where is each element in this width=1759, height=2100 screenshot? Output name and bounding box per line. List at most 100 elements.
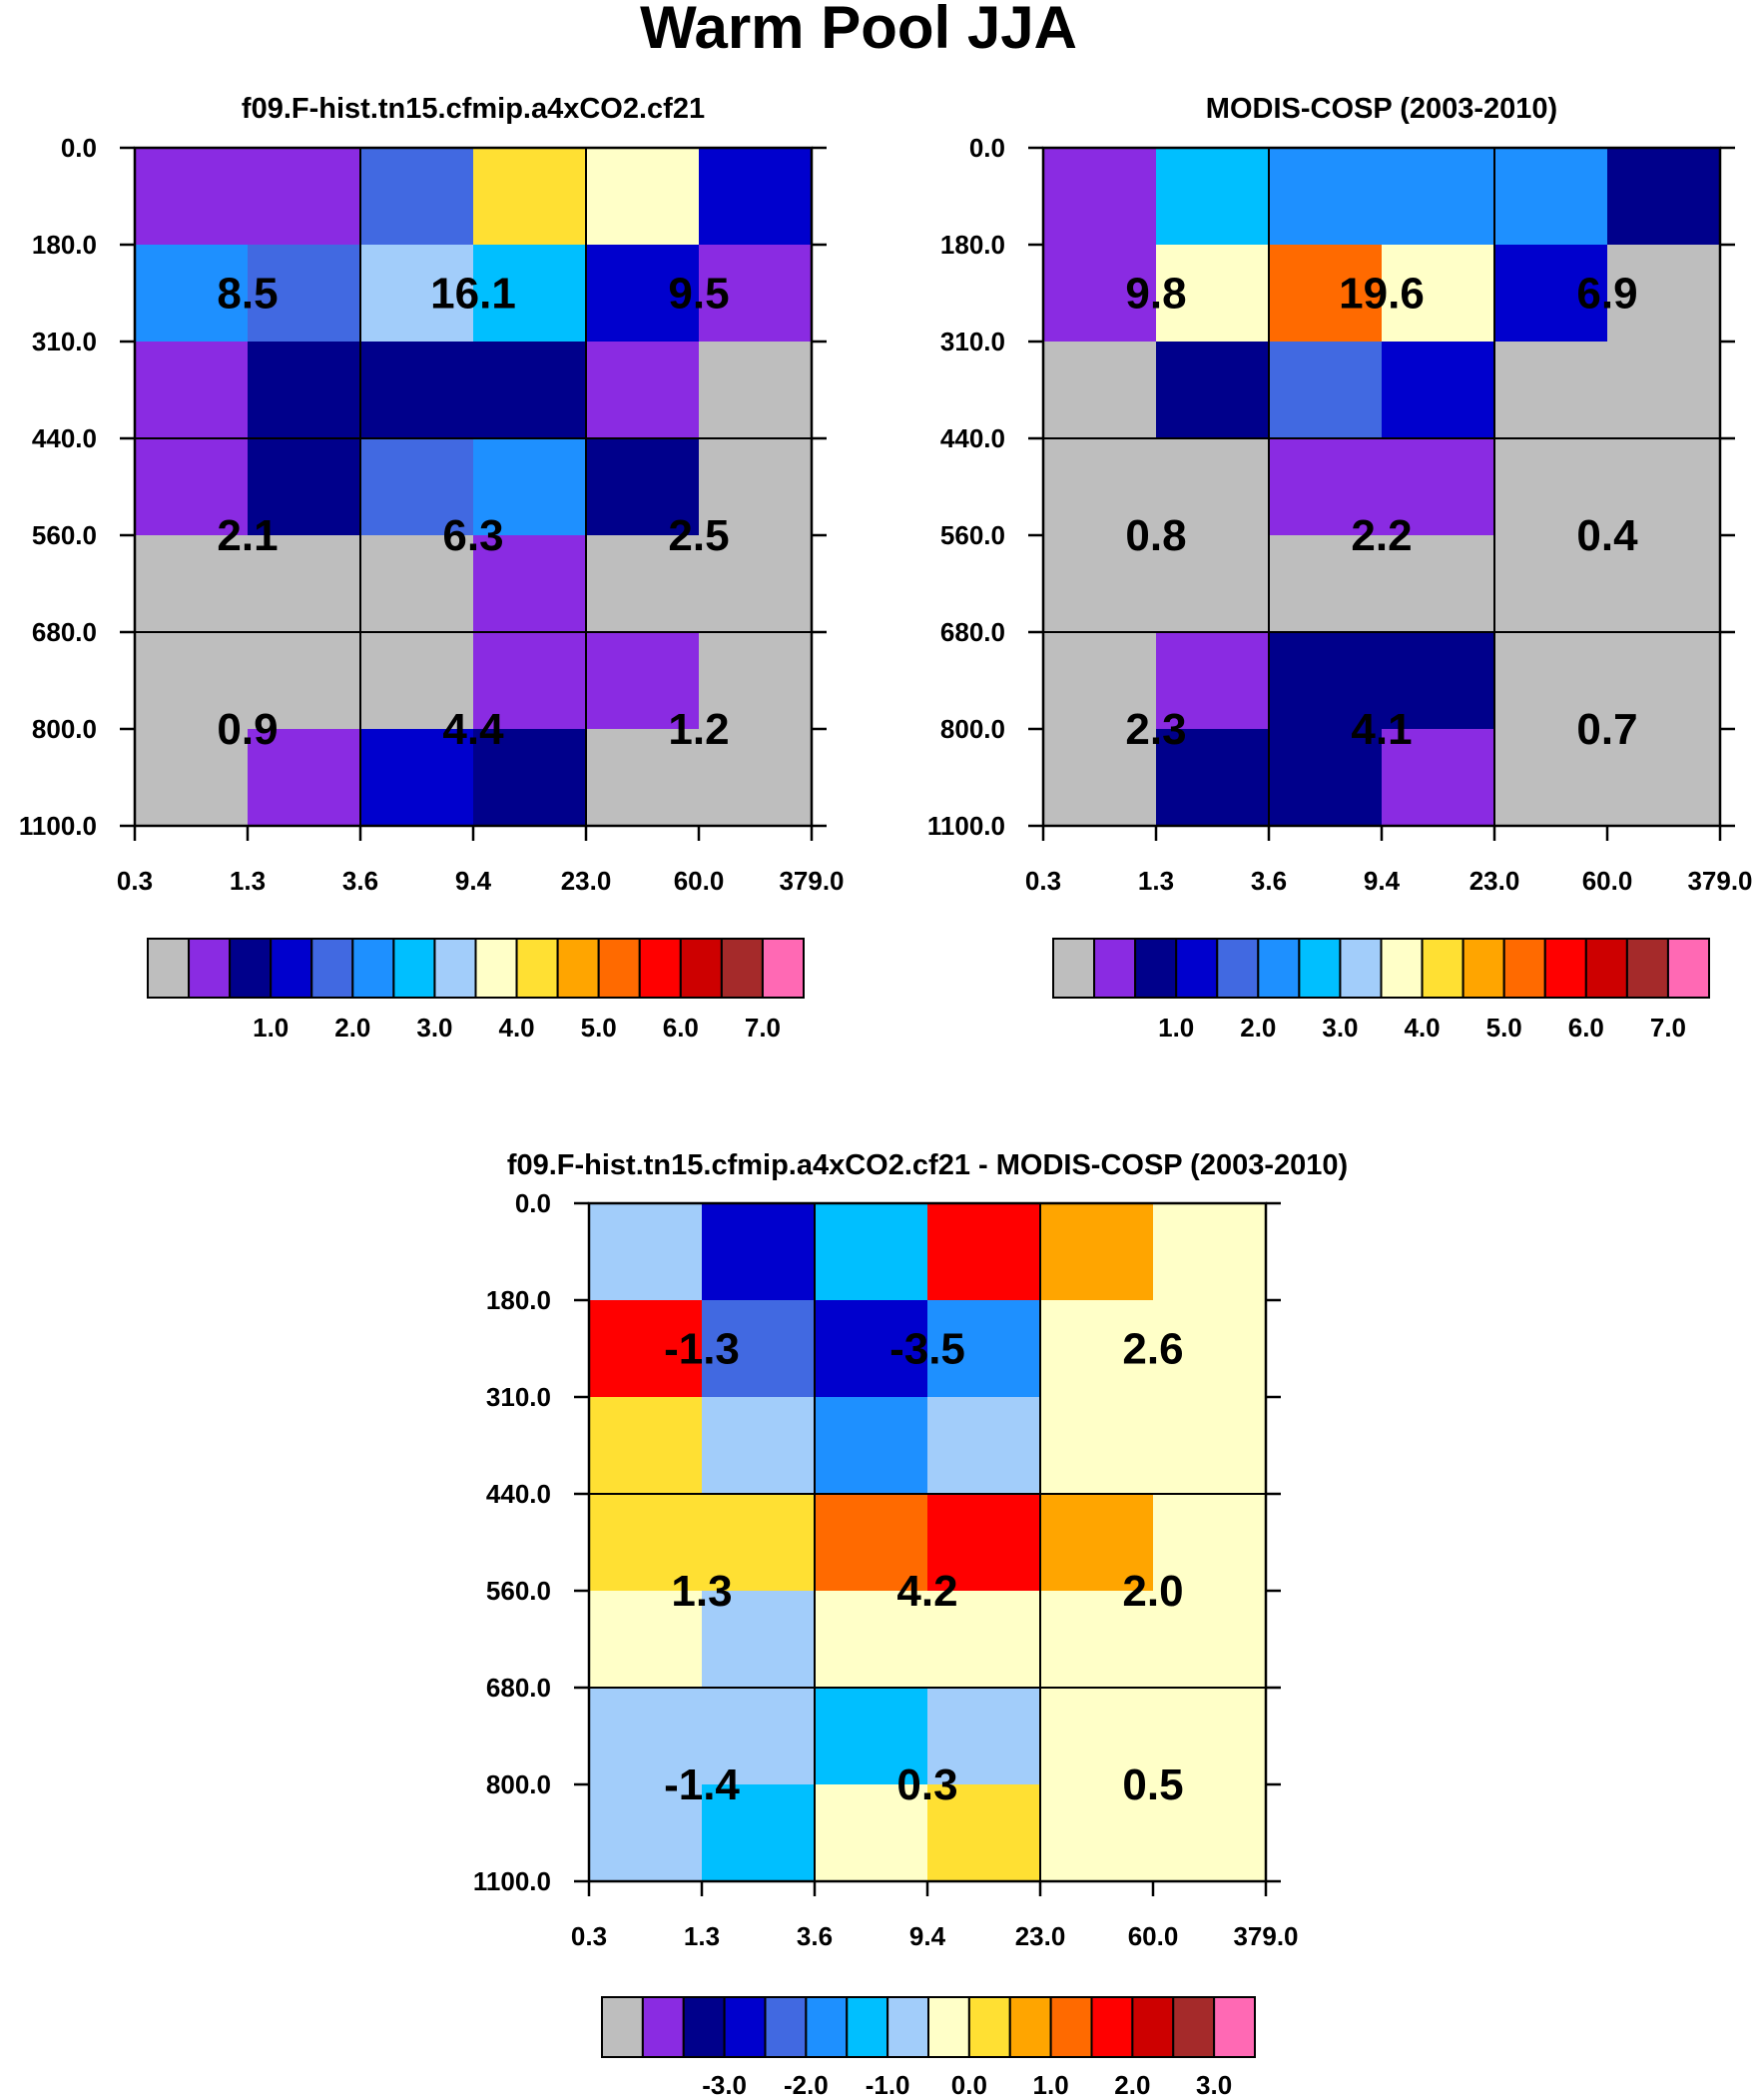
colorbar-box xyxy=(556,938,600,999)
heatmap-cell xyxy=(473,729,587,827)
heatmap-cell xyxy=(702,1300,816,1398)
heatmap-cell xyxy=(1269,632,1383,730)
colorbar-label: 0.0 xyxy=(951,2070,987,2100)
colorbar-box xyxy=(1008,1996,1052,2058)
colorbar-label: -3.0 xyxy=(702,2070,747,2100)
x-tick-label: 23.0 xyxy=(1469,866,1520,896)
colorbar-label: 1.0 xyxy=(253,1013,289,1043)
colorbar-label: 2.0 xyxy=(334,1013,370,1043)
y-tick-label: 800.0 xyxy=(940,714,1005,744)
heatmap-cell xyxy=(815,1688,928,1785)
cell-value-label: 0.3 xyxy=(896,1760,957,1809)
heatmap-cell xyxy=(360,632,474,730)
heatmap-cell xyxy=(1269,535,1383,633)
heatmap-cell xyxy=(248,245,361,343)
colorbar-box xyxy=(1213,1996,1256,2058)
colorbar-box xyxy=(679,938,723,999)
heatmap-cell xyxy=(1040,1784,1154,1882)
colorbar-label: 5.0 xyxy=(581,1013,617,1043)
colorbar-box xyxy=(638,938,682,999)
colorbar-box xyxy=(1090,1996,1134,2058)
colorbar-box xyxy=(147,938,191,999)
heatmap-cell xyxy=(586,729,700,827)
colorbar-label: -1.0 xyxy=(866,2070,910,2100)
heatmap-cell xyxy=(702,1688,816,1785)
colorbar-box xyxy=(846,1996,889,2058)
cell-value-label: 6.3 xyxy=(442,511,503,560)
heatmap-cell xyxy=(699,148,813,246)
y-tick-label: 440.0 xyxy=(486,1479,551,1509)
x-tick-label: 60.0 xyxy=(674,866,725,896)
x-tick-label: 379.0 xyxy=(779,866,844,896)
y-tick-label: 680.0 xyxy=(32,617,97,647)
heatmap-cell xyxy=(135,148,249,246)
cell-value-label: 2.5 xyxy=(668,511,729,560)
x-tick-label: 1.3 xyxy=(1138,866,1174,896)
heatmap-cell xyxy=(135,632,249,730)
heatmap-cell xyxy=(699,438,813,536)
heatmap-cell xyxy=(1382,342,1495,439)
heatmap-cell xyxy=(1040,1300,1154,1398)
heatmap-cell xyxy=(589,1397,703,1495)
heatmap-cell xyxy=(1607,148,1721,246)
heatmap-cell xyxy=(1156,632,1270,730)
cell-value-label: 8.5 xyxy=(217,270,278,319)
y-tick-label: 1100.0 xyxy=(473,1866,551,1896)
heatmap-cell xyxy=(1382,632,1495,730)
colorbar-box xyxy=(886,1996,929,2058)
colorbar-box xyxy=(351,938,395,999)
heatmap-cell xyxy=(1607,729,1721,827)
heatmap-cell xyxy=(699,342,813,439)
colorbar-box xyxy=(1172,1996,1216,2058)
colorbar-label: 5.0 xyxy=(1486,1013,1522,1043)
heatmap-cell xyxy=(360,535,474,633)
y-tick-label: 0.0 xyxy=(61,133,97,163)
cell-value-label: 2.3 xyxy=(1125,705,1186,754)
heatmap-cell xyxy=(1040,1397,1154,1495)
heatmap-cell xyxy=(1607,632,1721,730)
heatmap-cell xyxy=(1156,729,1270,827)
heatmap-cell xyxy=(473,342,587,439)
x-tick-label: 0.3 xyxy=(1025,866,1061,896)
heatmap-cell xyxy=(1043,729,1157,827)
cell-value-label: 9.8 xyxy=(1125,270,1186,319)
cell-value-label: 2.2 xyxy=(1351,511,1412,560)
heatmap-cell xyxy=(248,342,361,439)
y-tick-label: 310.0 xyxy=(32,327,97,356)
heatmap-cell xyxy=(1269,438,1383,536)
heatmap-cell xyxy=(1156,245,1270,343)
heatmap-cell xyxy=(1153,1397,1267,1495)
colorbar-label: 7.0 xyxy=(745,1013,781,1043)
heatmap-cell xyxy=(1043,148,1157,246)
colorbar-box xyxy=(474,938,518,999)
cell-value-label: 4.4 xyxy=(442,705,504,754)
heatmap-cell xyxy=(360,148,474,246)
heatmap-cell xyxy=(699,729,813,827)
heatmap-cell xyxy=(586,342,700,439)
heatmap-cell xyxy=(1040,1203,1154,1301)
heatmap-cell xyxy=(1156,148,1270,246)
heatmap-cell xyxy=(1043,438,1157,536)
heatmap-cell xyxy=(589,1784,703,1882)
colorbar-label: 6.0 xyxy=(663,1013,699,1043)
heatmap-cell xyxy=(1607,438,1721,536)
x-tick-label: 3.6 xyxy=(1251,866,1287,896)
heatmap-cell xyxy=(702,1784,816,1882)
cell-value-label: 2.1 xyxy=(217,511,278,560)
cell-value-label: 2.6 xyxy=(1122,1325,1183,1374)
colorbar-box xyxy=(1131,1996,1175,2058)
colorbar-label: 3.0 xyxy=(1322,1013,1358,1043)
heatmap-cell xyxy=(1153,1591,1267,1689)
colorbar-label: 2.0 xyxy=(1114,2070,1150,2100)
heatmap-cell xyxy=(1153,1784,1267,1882)
heatmap-cell xyxy=(1494,729,1608,827)
x-tick-label: 3.6 xyxy=(342,866,378,896)
colorbar-box xyxy=(310,938,354,999)
cell-value-label: 0.4 xyxy=(1576,511,1638,560)
heatmap-cell xyxy=(586,245,700,343)
heatmap-cell xyxy=(1156,438,1270,536)
heatmap-cell xyxy=(135,245,249,343)
x-tick-label: 9.4 xyxy=(455,866,492,896)
colorbar: 1.0 2.0 3.0 4.0 5.0 6.0 7.0 xyxy=(1052,938,1710,1043)
